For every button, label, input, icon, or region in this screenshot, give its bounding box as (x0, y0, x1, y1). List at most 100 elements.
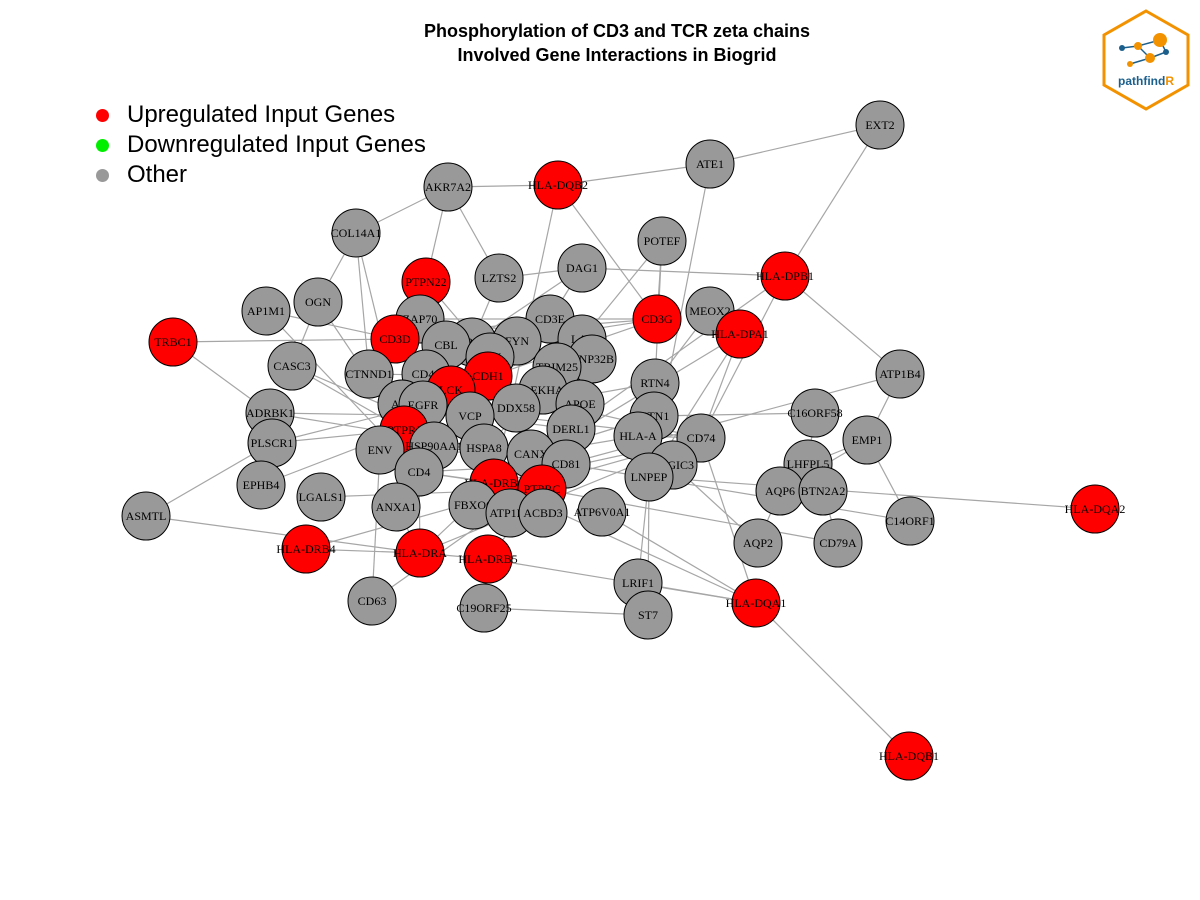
node-cd79a: CD79A (813, 518, 863, 568)
node-label: HLA-DQB1 (879, 749, 939, 763)
edge-ext2-hla-dpb1 (784, 124, 881, 277)
edge-ext2-ate1 (709, 124, 881, 165)
node-circle (623, 590, 673, 640)
node-c19orf25: C19ORF25 (456, 583, 512, 633)
node-label: PTPN22 (405, 275, 446, 289)
node-label: OGN (305, 295, 331, 309)
node-label: LGALS1 (299, 490, 344, 504)
node-cdh1: CDH1 (463, 351, 513, 401)
node-label: LNPEP (631, 470, 668, 484)
node-circle (855, 100, 905, 150)
svg-text:pathfindR: pathfindR (1118, 74, 1174, 88)
node-label: C16ORF58 (787, 406, 842, 420)
node-circle (637, 216, 687, 266)
node-label: CASC3 (273, 359, 310, 373)
node-circle (813, 518, 863, 568)
node-label: ADRBK1 (246, 406, 294, 420)
node-circle (148, 317, 198, 367)
chart-title-line1: Phosphorylation of CD3 and TCR zeta chai… (423, 21, 811, 41)
node-circle (121, 491, 171, 541)
node-circle (842, 415, 892, 465)
node-cd63: CD63 (347, 576, 397, 626)
node-cd3g: CD3G (632, 294, 682, 344)
edge-c16orf58-ktn1 (653, 412, 816, 417)
node-circle (1070, 484, 1120, 534)
node-hla-drb5: HLA-DRB5 (458, 534, 518, 584)
node-c14orf1: C14ORF1 (885, 496, 935, 546)
node-circle (394, 447, 444, 497)
node-label: HLA-DQA2 (1065, 502, 1126, 516)
node-aqp2: AQP2 (733, 518, 783, 568)
node-label: FYN (505, 334, 529, 348)
node-label: HLA-DQA1 (726, 596, 787, 610)
node-label: EPHB4 (243, 478, 280, 492)
node-label: RTN4 (640, 376, 669, 390)
node-label: HLA-DRA (393, 546, 447, 560)
node-ate1: ATE1 (685, 139, 735, 189)
node-circle (395, 528, 445, 578)
node-label: TRBC1 (154, 335, 191, 349)
node-hla-dpa1: HLA-DPA1 (711, 309, 769, 359)
node-dag1: DAG1 (557, 243, 607, 293)
edge-cd74-hla-dqa1 (700, 437, 757, 604)
node-col14a1: COL14A1 (331, 208, 381, 258)
node-btn2a2: BTN2A2 (798, 466, 848, 516)
node-label: EXT2 (865, 118, 894, 132)
node-circle (371, 482, 421, 532)
node-ptpn22: PTPN22 (401, 257, 451, 307)
node-label: CD81 (552, 457, 581, 471)
node-label: HLA-DPA1 (711, 327, 769, 341)
legend-label-other: Other (127, 161, 188, 188)
node-label: LZTS2 (482, 271, 517, 285)
node-label: DAG1 (566, 261, 598, 275)
node-label: CD4 (408, 465, 431, 479)
node-label: CDH1 (472, 369, 503, 383)
node-label: CANX (514, 447, 548, 461)
legend-dot-other (96, 168, 109, 182)
node-label: ENV (368, 443, 393, 457)
node-circle (459, 583, 509, 633)
node-trbc1: TRBC1 (148, 317, 198, 367)
node-label: MEOX2 (689, 304, 730, 318)
node-circle (463, 534, 513, 584)
node-circle (518, 488, 568, 538)
edge-c19orf25-st7 (483, 607, 649, 616)
node-ap1m1: AP1M1 (241, 286, 291, 336)
node-ext2: EXT2 (855, 100, 905, 150)
node-lgals1: LGALS1 (296, 472, 346, 522)
legend: Upregulated Input Genes Downregulated In… (96, 100, 426, 190)
edge-cd63-env (371, 449, 381, 602)
node-circle (733, 518, 783, 568)
node-lzts2: LZTS2 (474, 253, 524, 303)
node-circle (241, 286, 291, 336)
node-circle (355, 425, 405, 475)
edge-atp6v0a1-hla-dqa1 (601, 511, 757, 604)
node-circle (875, 349, 925, 399)
node-label: CD79A (819, 536, 857, 550)
node-label: LCK (439, 383, 463, 397)
node-label: ATP1B4 (879, 367, 920, 381)
node-label: AQP2 (743, 536, 773, 550)
node-label: ASMTL (126, 509, 167, 523)
node-circle (296, 472, 346, 522)
node-circle (885, 496, 935, 546)
legend-dot-up (96, 108, 109, 122)
node-label: CD3E (535, 312, 565, 326)
node-label: HSPA8 (466, 441, 502, 455)
node-circle (798, 466, 848, 516)
node-label: POTEF (644, 234, 681, 248)
node-env: ENV (355, 425, 405, 475)
node-label: BTN2A2 (801, 484, 846, 498)
edge-hla-dqa2-lnpep (648, 476, 1096, 510)
node-atp1b4: ATP1B4 (875, 349, 925, 399)
node-c16orf58: C16ORF58 (787, 388, 843, 438)
node-ddx58: DDX58 (491, 383, 541, 433)
node-circle (557, 243, 607, 293)
node-label: HLA-DRB4 (276, 542, 335, 556)
node-label: DERL1 (552, 422, 589, 436)
node-label: AQP6 (765, 484, 795, 498)
edge-ate1-hla-dqb2 (557, 163, 711, 186)
node-anxa1: ANXA1 (371, 482, 421, 532)
